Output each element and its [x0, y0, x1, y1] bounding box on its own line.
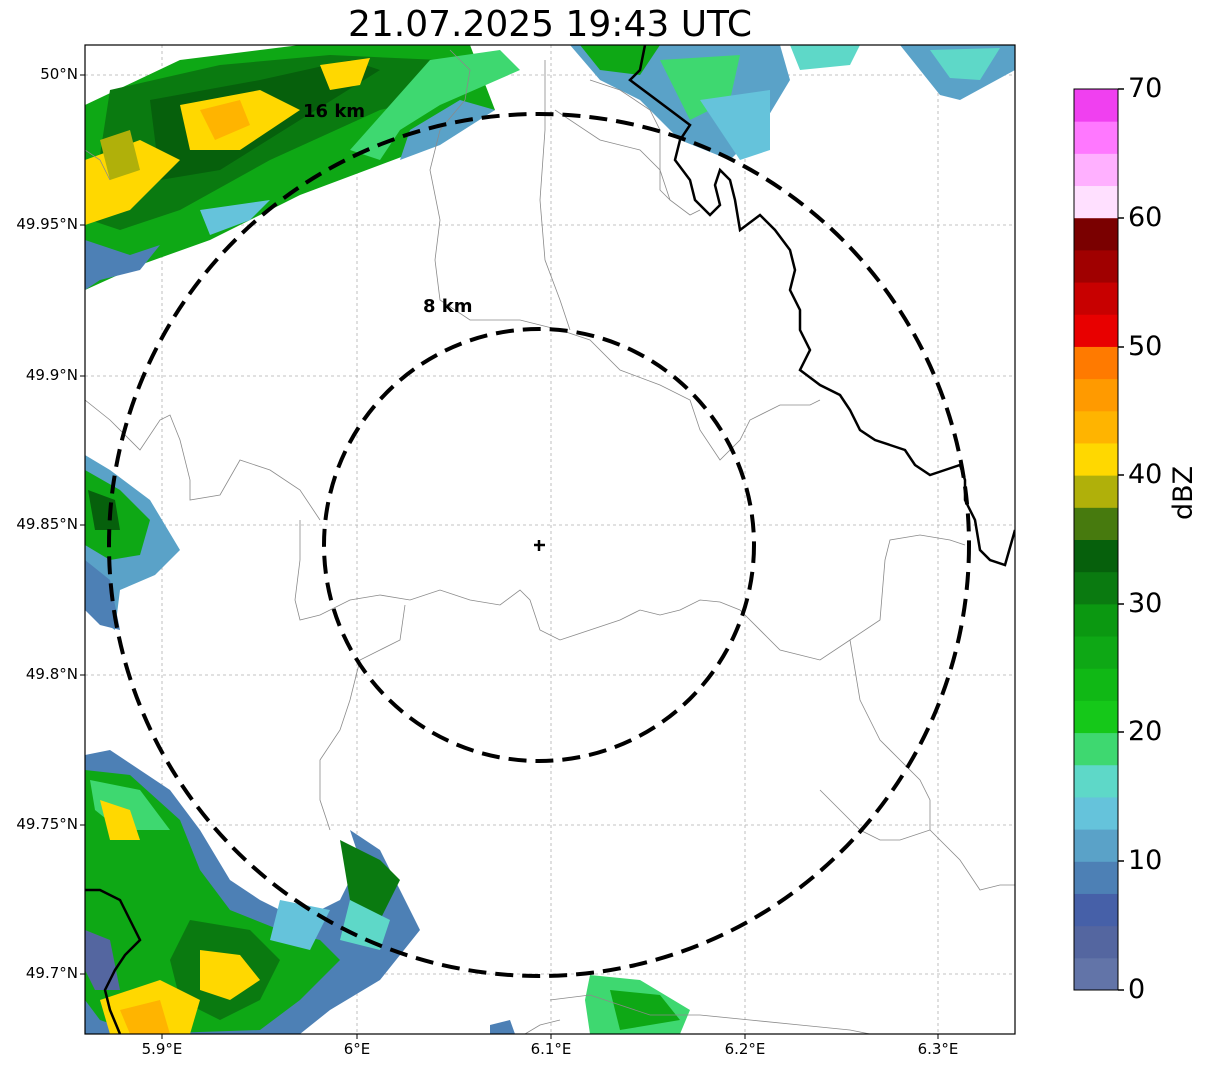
colorbar-segment [1074, 957, 1118, 991]
colorbar-label: dBZ [1168, 465, 1199, 520]
colorbar-segment [1074, 571, 1118, 605]
lat-tick-label: 50°N [40, 65, 78, 83]
colorbar-segment [1074, 314, 1118, 347]
range-ring-8km [322, 327, 756, 763]
colorbar-frame [1073, 88, 1119, 991]
colorbar-tick-label: 50 [1128, 331, 1163, 362]
colorbar-segment [1074, 507, 1118, 540]
lon-tick-label: 5.9°E [141, 1040, 183, 1058]
range-ring-label-8km: 8 km [423, 296, 473, 317]
lat-tick-label: 49.7°N [25, 964, 78, 982]
colorbar-tick-label: 20 [1128, 716, 1163, 747]
colorbar-segment [1074, 282, 1118, 315]
colorbar-segment [1074, 539, 1118, 573]
lat-tick-label: 49.95°N [16, 215, 78, 233]
colorbar-segment [1074, 603, 1118, 637]
range-ring-label-16km: 16 km [303, 101, 365, 122]
radar-echo-south [490, 975, 690, 1034]
colorbar-segment [1074, 861, 1118, 894]
colorbar-segment [1074, 442, 1118, 476]
colorbar-segment [1074, 89, 1118, 122]
lat-tick-label: 49.8°N [25, 665, 78, 683]
colorbar-segment [1074, 475, 1118, 508]
lon-tick-label: 6.1°E [530, 1040, 572, 1058]
colorbar-segment [1074, 410, 1118, 444]
colorbar-tick-label: 40 [1128, 459, 1163, 490]
colorbar-segment [1074, 185, 1118, 219]
range-ring-16km [107, 112, 971, 978]
lat-tick-label: 49.85°N [16, 515, 78, 533]
colorbar-tick-label: 60 [1128, 202, 1163, 233]
radar-echo-west [85, 455, 180, 630]
colorbar-segment [1074, 796, 1118, 830]
national-border [85, 45, 1015, 1034]
range-rings [107, 112, 971, 978]
colorbar-segment [1074, 346, 1118, 380]
radar-echo-northwest [85, 45, 520, 290]
colorbar-segment [1074, 153, 1118, 187]
colorbar-segment [1074, 732, 1118, 766]
colorbar-segment [1074, 700, 1118, 734]
lat-tick-label: 49.75°N [16, 815, 78, 833]
colorbar-segment [1074, 636, 1118, 669]
radar-echo-northeast [570, 45, 1015, 160]
radar-echo-southwest [85, 750, 420, 1034]
lat-tick-label: 49.9°N [25, 366, 78, 384]
colorbar-segment [1074, 217, 1118, 251]
colorbar-segment [1074, 668, 1118, 701]
radar-location-marker [534, 540, 545, 551]
colorbar-segment [1074, 764, 1118, 798]
lon-tick-label: 6.2°E [724, 1040, 766, 1058]
axis-ticks [80, 74, 939, 1039]
map-frame [84, 44, 1016, 1035]
colorbar-tick-label: 10 [1128, 845, 1163, 876]
colorbar-segment [1074, 249, 1118, 283]
colorbar-segment [1074, 378, 1118, 412]
admin-boundaries [85, 49, 1015, 1034]
lon-tick-label: 6.3°E [917, 1040, 959, 1058]
colorbar-segment [1074, 925, 1118, 959]
map-title: 21.07.2025 19:43 UTC [347, 4, 753, 45]
colorbar-tick-label: 0 [1128, 974, 1146, 1005]
colorbar [1074, 89, 1118, 991]
colorbar-tick-label: 70 [1128, 73, 1163, 104]
colorbar-segment [1074, 893, 1118, 927]
colorbar-segment [1074, 121, 1118, 154]
colorbar-tick-label: 30 [1128, 588, 1163, 619]
lon-tick-label: 6°E [343, 1040, 371, 1058]
colorbar-segment [1074, 829, 1118, 862]
grid-lines [85, 45, 1015, 1034]
colorbar-ticks [1118, 88, 1124, 991]
